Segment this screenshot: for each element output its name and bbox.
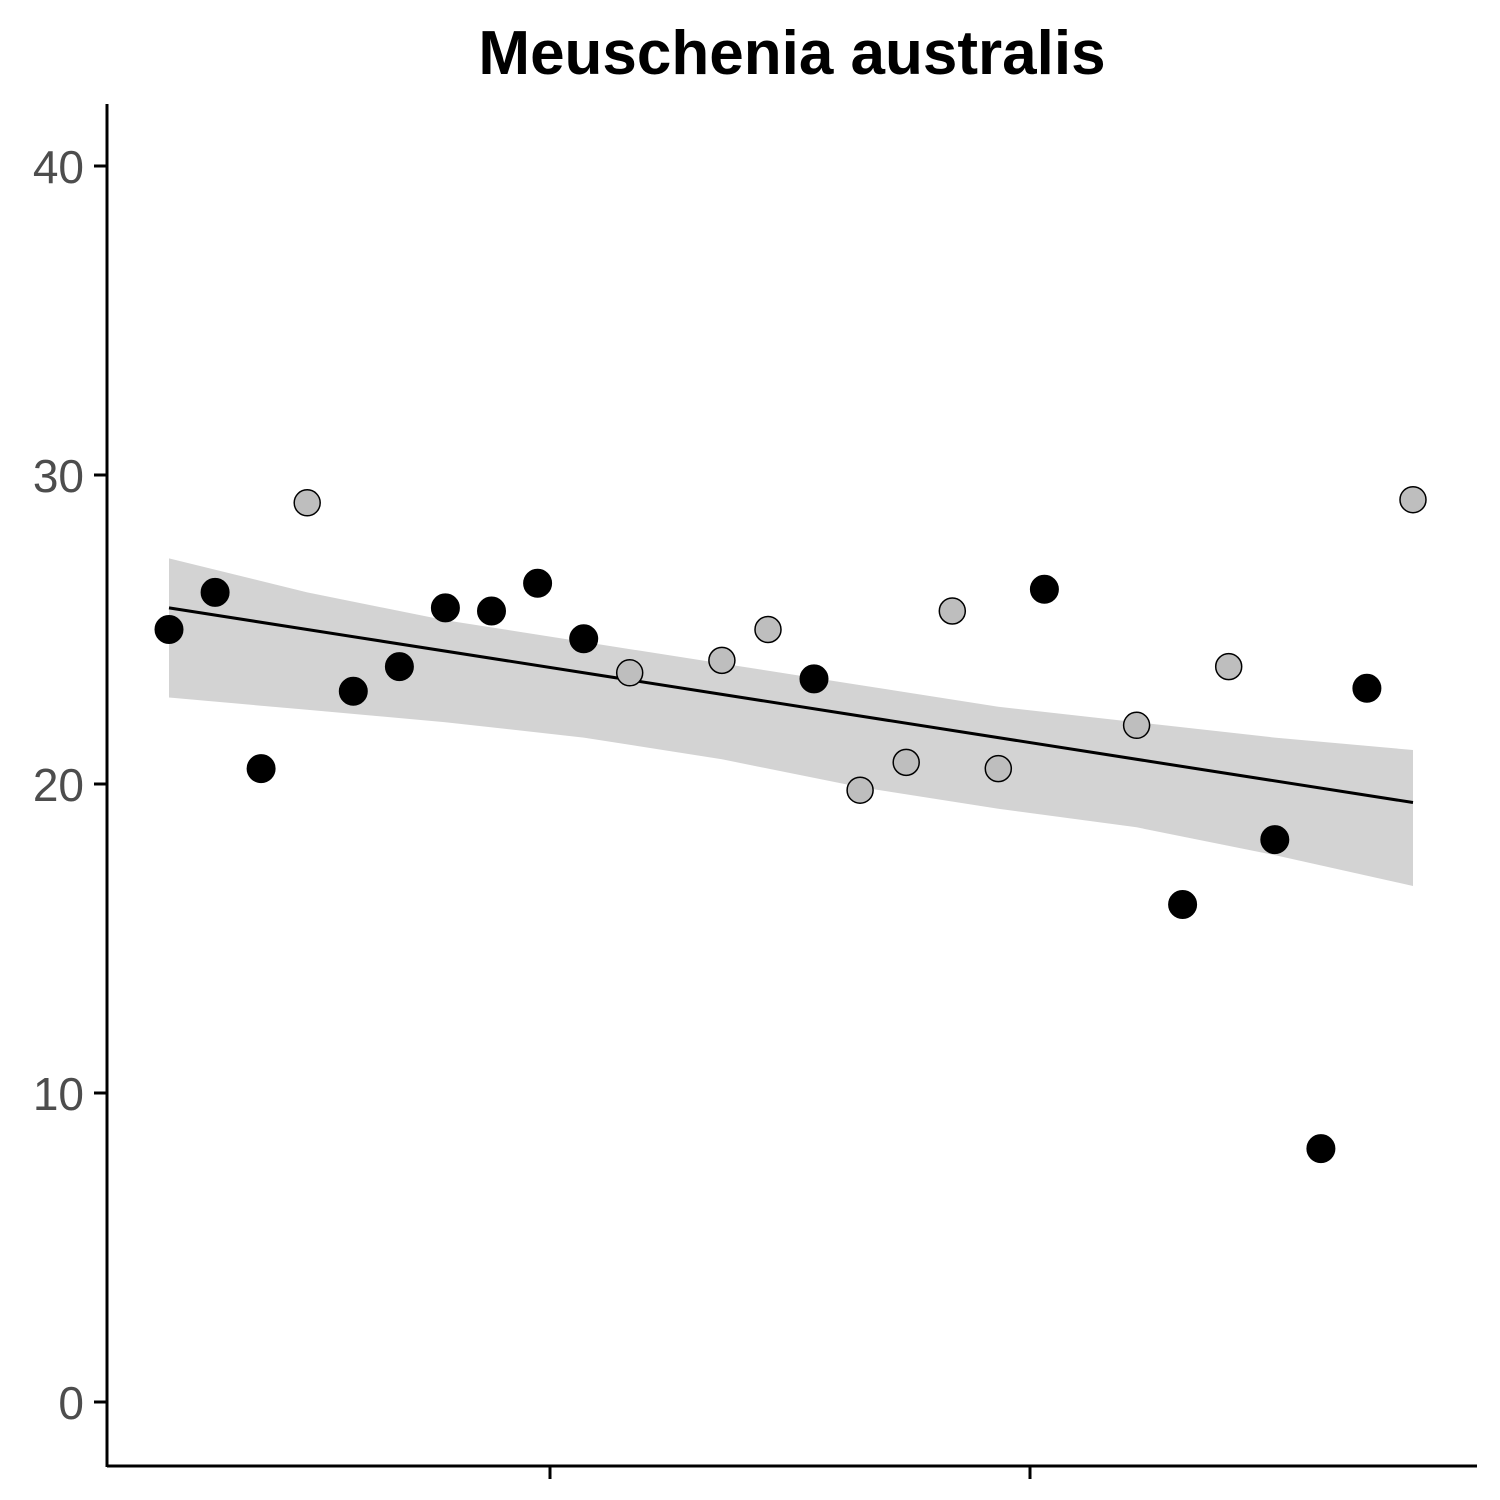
data-point-open [293,489,321,517]
data-point-filled [799,664,829,694]
chart-title: Meuschenia australis [478,19,1106,88]
data-point-filled [384,652,414,682]
confidence-band-layer [169,558,1413,886]
data-point-filled [1168,890,1198,919]
trend-line-layer [168,606,1414,805]
data-point-open [1399,485,1427,514]
trend-line [168,606,1414,805]
data-point-filled [200,577,230,607]
data-point-filled [1029,574,1059,604]
data-point-open [1214,652,1243,681]
data-point-filled [1306,1134,1336,1164]
data-point-filled [430,593,460,623]
data-point-open [984,754,1013,783]
data-point-filled [569,624,599,654]
data-points-layer [154,485,1427,1164]
confidence-band [169,558,1413,886]
data-point-open [754,615,782,644]
data-point-filled [338,676,368,706]
y-ticks-layer: 0 10 20 30 40 [33,141,107,1429]
x-ticks-layer [548,1466,1032,1479]
data-point-filled [477,596,506,626]
data-point-filled [246,754,276,784]
y-tick-label: 10 [33,1068,84,1120]
data-point-open [892,748,920,777]
data-point-open [846,776,874,804]
y-tick-label: 40 [33,141,84,193]
y-tick-label: 20 [33,759,84,811]
data-point-filled [154,615,184,644]
data-point-filled [1352,673,1382,703]
data-point-open [615,659,644,687]
data-point-open [708,646,736,675]
y-tick-label: 30 [33,450,84,502]
data-point-open [938,597,967,625]
data-point-open [1122,711,1151,740]
data-point-filled [1260,825,1290,855]
y-tick-label: 0 [58,1377,84,1429]
data-point-filled [523,568,553,598]
